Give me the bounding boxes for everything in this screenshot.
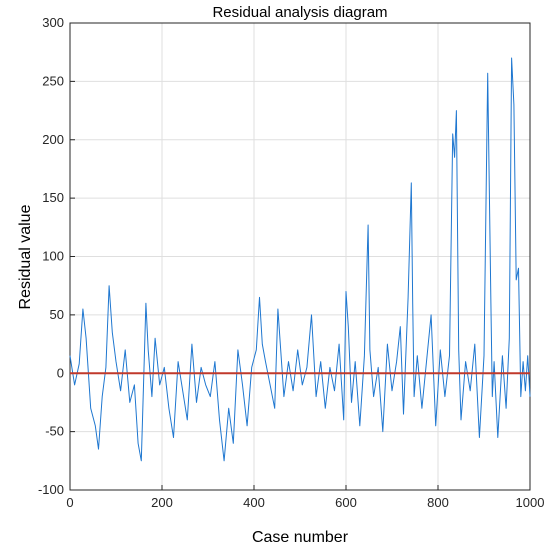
x-axis-label: Case number <box>252 529 349 546</box>
residual-series-line <box>69 57 531 462</box>
y-tick-label: 50 <box>50 307 64 322</box>
x-tick-label: 600 <box>335 495 357 510</box>
y-tick-label: 200 <box>42 132 64 147</box>
x-tick-label: 800 <box>427 495 449 510</box>
x-tick-label: 400 <box>243 495 265 510</box>
chart-title: Residual analysis diagram <box>212 4 387 21</box>
y-axis-ticks: -100 -50 0 50 100 150 200 250 300 <box>38 15 75 497</box>
y-axis-label: Residual value <box>17 204 34 309</box>
y-tick-label: -50 <box>45 424 64 439</box>
y-tick-label: 250 <box>42 73 64 88</box>
x-tick-label: 0 <box>66 495 73 510</box>
x-axis-ticks: 0 200 400 600 800 1000 <box>66 485 544 510</box>
series-layer <box>69 57 531 462</box>
y-tick-label: 0 <box>57 365 64 380</box>
y-tick-label: -100 <box>38 482 64 497</box>
x-tick-label: 1000 <box>516 495 545 510</box>
y-tick-label: 300 <box>42 15 64 30</box>
y-tick-label: 150 <box>42 190 64 205</box>
y-tick-label: 100 <box>42 249 64 264</box>
x-tick-label: 200 <box>151 495 173 510</box>
